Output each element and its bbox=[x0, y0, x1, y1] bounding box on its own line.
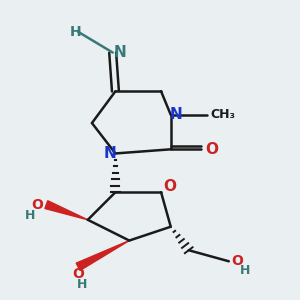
Polygon shape bbox=[45, 201, 88, 220]
Text: N: N bbox=[113, 45, 126, 60]
Text: H: H bbox=[70, 25, 81, 39]
Text: H: H bbox=[77, 278, 87, 291]
Text: O: O bbox=[32, 198, 44, 212]
Text: H: H bbox=[240, 265, 250, 278]
Text: N: N bbox=[103, 146, 116, 161]
Text: N: N bbox=[170, 107, 183, 122]
Text: O: O bbox=[72, 267, 84, 281]
Text: H: H bbox=[25, 209, 35, 222]
Text: CH₃: CH₃ bbox=[211, 108, 236, 121]
Polygon shape bbox=[76, 241, 129, 271]
Text: O: O bbox=[232, 254, 243, 268]
Text: O: O bbox=[163, 179, 176, 194]
Text: O: O bbox=[206, 142, 219, 157]
